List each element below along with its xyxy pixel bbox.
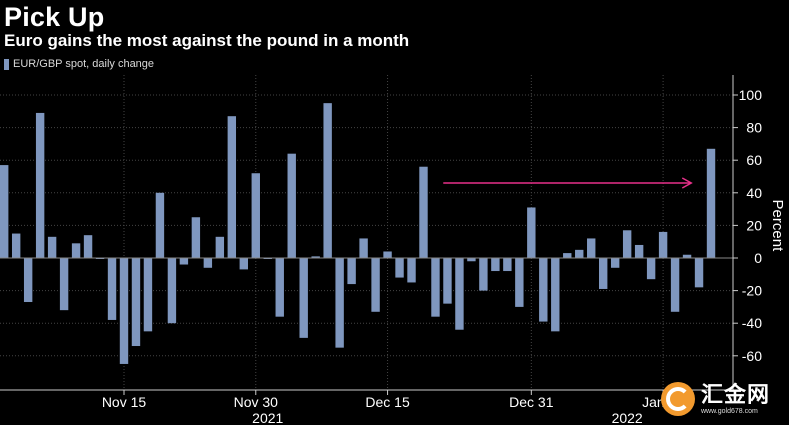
bar xyxy=(503,258,512,272)
bar xyxy=(0,165,9,258)
legend: EUR/GBP spot, daily change xyxy=(4,58,154,70)
annotation-arrowhead xyxy=(681,177,693,189)
watermark-logo-icon xyxy=(661,382,695,416)
bar xyxy=(491,258,500,272)
bar xyxy=(59,258,69,311)
bar xyxy=(47,236,57,258)
bar xyxy=(191,217,201,258)
bar xyxy=(395,258,404,278)
bar xyxy=(347,258,356,285)
bar xyxy=(646,258,656,280)
bar xyxy=(587,238,596,258)
bar xyxy=(599,258,608,289)
bar xyxy=(622,230,632,258)
legend-swatch xyxy=(4,58,9,70)
bar xyxy=(658,231,668,258)
bar xyxy=(694,258,704,288)
bar xyxy=(179,258,189,265)
bar xyxy=(287,153,296,258)
bar xyxy=(143,258,153,332)
bar xyxy=(275,258,284,317)
bar xyxy=(335,258,344,348)
y-tick-label: 100 xyxy=(739,87,763,103)
bar xyxy=(419,166,428,258)
x-tick-label: Nov 15 xyxy=(102,394,147,410)
bar xyxy=(467,258,476,262)
watermark: 汇金网 www.gold678.com xyxy=(661,377,789,421)
bar xyxy=(11,233,21,258)
bar xyxy=(35,112,45,259)
bar xyxy=(131,258,141,347)
chart-title: Pick Up xyxy=(4,2,105,32)
bar xyxy=(682,254,692,258)
bar xyxy=(515,258,524,307)
bar xyxy=(203,258,213,268)
y-tick-label: 40 xyxy=(746,185,762,201)
y-tick-label: -20 xyxy=(742,283,762,299)
bar xyxy=(311,256,320,258)
watermark-name: 汇金网 xyxy=(701,381,771,407)
bar xyxy=(359,238,368,258)
bar xyxy=(83,235,93,258)
bar xyxy=(575,249,584,258)
x-year-label: 2022 xyxy=(612,410,643,425)
bar xyxy=(215,236,225,258)
bar xyxy=(455,258,464,330)
bar xyxy=(251,173,260,258)
bar xyxy=(407,258,416,283)
bar xyxy=(107,258,117,320)
bar xyxy=(383,251,392,258)
bar xyxy=(634,244,644,258)
bar xyxy=(551,258,560,332)
bar xyxy=(539,258,548,322)
x-year-label: 2021 xyxy=(252,410,283,425)
bar xyxy=(563,253,572,258)
y-tick-label: -60 xyxy=(742,348,762,364)
bar xyxy=(443,258,452,304)
bar xyxy=(227,116,237,258)
bar xyxy=(23,258,33,303)
x-tick-label: Nov 30 xyxy=(234,394,279,410)
bar xyxy=(155,192,165,258)
bar xyxy=(479,258,488,291)
bar xyxy=(670,258,680,312)
bar xyxy=(610,258,620,268)
y-tick-label: 20 xyxy=(746,217,762,233)
y-tick-label: 0 xyxy=(754,250,762,266)
bar xyxy=(706,148,716,258)
y-axis-label: Percent xyxy=(769,200,786,253)
y-tick-label: 60 xyxy=(746,152,762,168)
y-tick-label: 80 xyxy=(746,120,762,136)
bar xyxy=(119,258,129,364)
y-tick-label: -40 xyxy=(742,315,762,331)
bar xyxy=(527,207,536,258)
bar xyxy=(431,258,440,317)
legend-label: EUR/GBP spot, daily change xyxy=(13,58,155,70)
x-tick-label: Dec 31 xyxy=(509,394,554,410)
chart-subtitle: Euro gains the most against the pound in… xyxy=(4,31,410,50)
bar xyxy=(167,258,177,324)
bar xyxy=(323,103,332,259)
x-tick-label: Dec 15 xyxy=(365,394,410,410)
bar xyxy=(299,258,308,338)
bar xyxy=(71,243,81,258)
watermark-url: www.gold678.com xyxy=(701,407,758,415)
bar xyxy=(239,258,248,270)
bar xyxy=(371,258,380,312)
